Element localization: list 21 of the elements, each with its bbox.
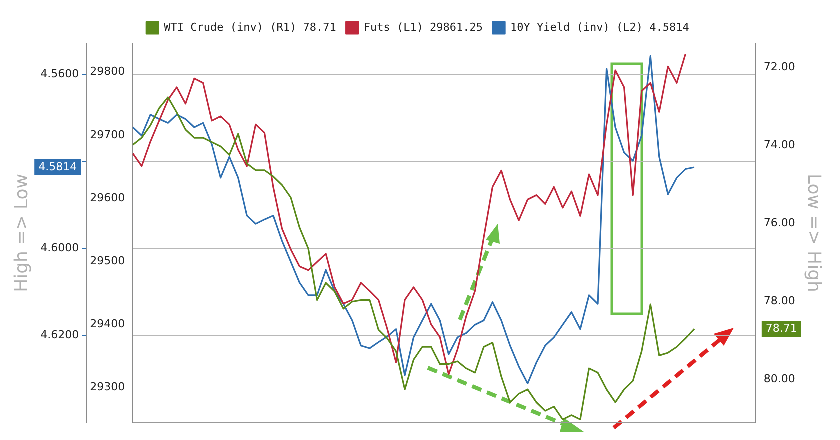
y2-tick-label: 80.00: [764, 372, 796, 386]
text: 4.5814: [38, 160, 78, 174]
y3-tick-label: 4.6000: [40, 241, 80, 254]
y2-tick-label: 72.00: [764, 60, 796, 74]
y-tick-label: 29300: [90, 380, 126, 394]
y2-tick-label: 76.00: [764, 216, 796, 230]
text: 78.71: [766, 322, 798, 336]
y-tick-label: 29700: [90, 128, 126, 142]
y2-axis-title: Low => High: [804, 174, 825, 292]
y-tick-label: 29500: [90, 254, 126, 268]
y2-tick-label: 74.00: [764, 138, 796, 152]
y2-tick-label: 78.00: [764, 294, 796, 308]
y-tick-label: 29400: [90, 318, 126, 331]
y3-tick-label: 4.6200: [40, 328, 80, 342]
legend-label: WTI Crude (inv) (R1) 78.71: [164, 20, 336, 34]
y-tick-label: 29600: [90, 191, 126, 204]
y3-tick-label: 4.5600: [40, 67, 80, 80]
y-tick-label: 29800: [90, 65, 126, 78]
y3-axis-title: High => Low: [11, 174, 32, 292]
legend-label: Futs (L1) 29861.25: [364, 20, 484, 34]
legend-label: 10Y Yield (inv) (L2) 4.5814: [510, 20, 690, 34]
